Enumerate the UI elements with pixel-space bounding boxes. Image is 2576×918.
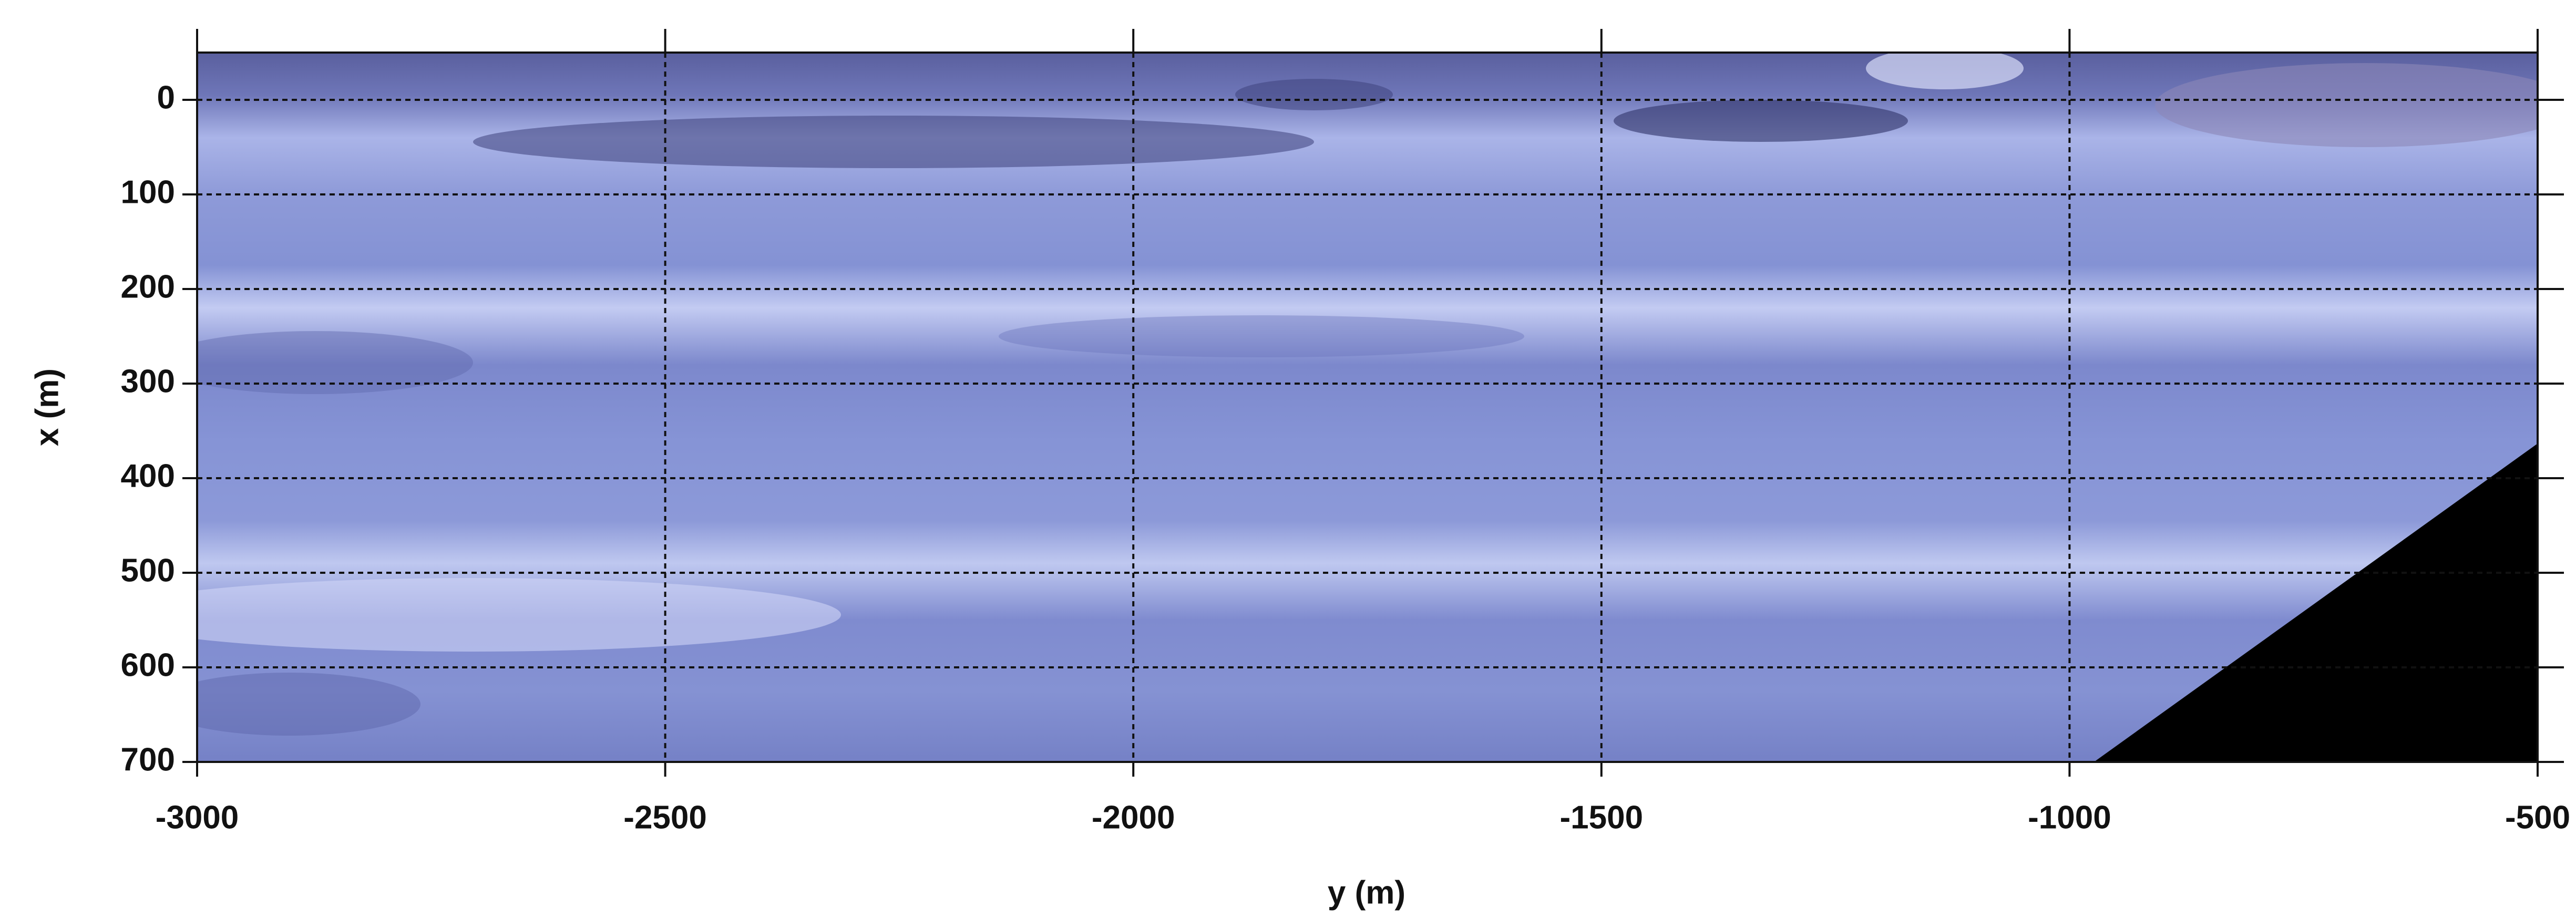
x-axis-label: y (m) — [1328, 874, 1405, 911]
y-tick-label: 400 — [121, 458, 175, 494]
heatmap-image — [197, 53, 2538, 762]
y-tick-label: 100 — [121, 174, 175, 210]
x-tick-label: -1000 — [2028, 799, 2111, 836]
x-tick-label: -2000 — [1092, 799, 1175, 836]
x-tick-label: -1500 — [1560, 799, 1644, 836]
y-tick-label: 200 — [121, 269, 175, 305]
y-axis-label: x (m) — [29, 368, 65, 446]
x-tick-label: -2500 — [623, 799, 707, 836]
y-tick-label: 600 — [121, 647, 175, 683]
x-tick-label: -3000 — [156, 799, 239, 836]
y-tick-label: 500 — [121, 552, 175, 589]
y-tick-label: 700 — [121, 741, 175, 778]
y-tick-label: 0 — [157, 79, 175, 116]
plot-frame — [196, 51, 2539, 763]
y-tick-label: 300 — [121, 363, 175, 399]
x-tick-label: -500 — [2505, 799, 2570, 836]
